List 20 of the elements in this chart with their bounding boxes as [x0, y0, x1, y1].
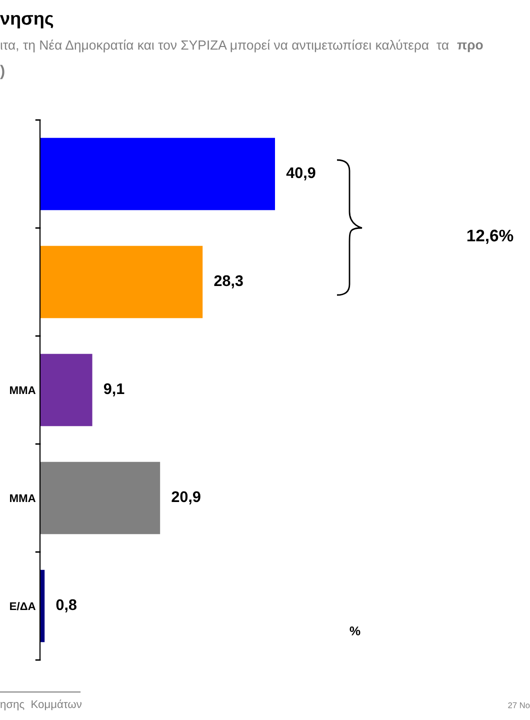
data-label: 20,9 — [172, 491, 200, 504]
text: προ — [457, 42, 483, 52]
bar — [40, 246, 203, 318]
y-tick-label: ΜΜΑ — [10, 386, 36, 394]
y-tick-label: Ε/ΔΑ — [10, 602, 36, 610]
chart-subtitle: ιτα, τη Νέα Δημοκρατία και τον ΣΥΡΙΖΑ μπορεί να αντιμετωπίσει καλύτερα τα — [0, 40, 449, 52]
data-label: 0,8 — [56, 599, 76, 612]
text: 27 Νο — [508, 702, 530, 708]
chart-title: νησης — [0, 14, 54, 28]
bar — [40, 138, 275, 210]
bar — [40, 462, 160, 534]
text: ησης Κομμάτων — [0, 700, 82, 710]
bar — [40, 354, 92, 426]
data-label: 9,1 — [104, 383, 124, 396]
text: % — [350, 626, 360, 636]
data-label: 40,9 — [286, 167, 316, 180]
y-tick-label: ΜΜΑ — [10, 494, 36, 502]
text: 12,6% — [467, 230, 514, 244]
text: ) — [0, 64, 4, 80]
data-label: 28,3 — [214, 275, 243, 288]
